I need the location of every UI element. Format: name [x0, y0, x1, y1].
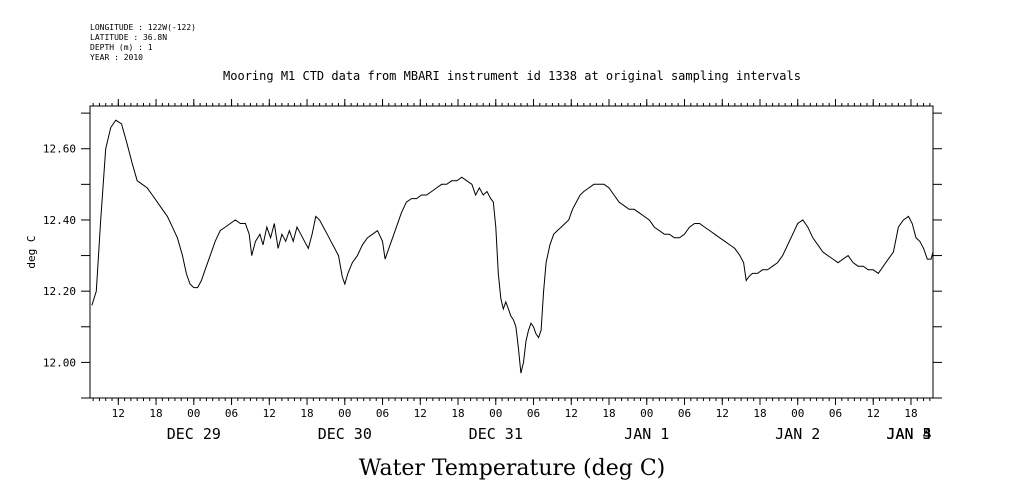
x-tick-label: 00	[489, 407, 502, 420]
x-tick-label: 06	[527, 407, 540, 420]
x-day-label: DEC 31	[469, 425, 523, 443]
x-tick-label: 00	[640, 407, 653, 420]
x-tick-label: 06	[829, 407, 842, 420]
y-tick-label: 12.40	[43, 214, 76, 227]
x-day-label: JAN 1	[624, 425, 669, 443]
x-major-ticks	[117, 99, 912, 405]
x-day-label: JAN 2	[775, 425, 820, 443]
meta-latitude: LATITUDE : 36.8N	[90, 33, 167, 42]
x-tick-label: 06	[678, 407, 691, 420]
plot-frame	[89, 105, 934, 399]
y-axis-label: deg C	[25, 235, 38, 268]
x-tick-label: 06	[376, 407, 389, 420]
x-tick-label: 12	[112, 407, 125, 420]
x-tick-label: 00	[187, 407, 200, 420]
y-tick-label: 12.60	[43, 143, 76, 156]
x-tick-label: 12	[414, 407, 427, 420]
x-day-label: JAN 4	[886, 425, 931, 443]
x-minor-ticks	[92, 103, 931, 401]
meta-depth: DEPTH (m) : 1	[90, 43, 153, 52]
x-tick-label: 12	[263, 407, 276, 420]
y-tick-label: 12.20	[43, 285, 76, 298]
chart-title: Mooring M1 CTD data from MBARI instrumen…	[223, 69, 801, 83]
x-tick-label: 00	[338, 407, 351, 420]
x-day-label: JAN 5	[886, 425, 931, 443]
x-tick-label: 06	[225, 407, 238, 420]
y-tick-label: 12.00	[43, 356, 76, 369]
x-tick-label: 12	[716, 407, 729, 420]
meta-longitude: LONGITUDE : 122W(-122)	[90, 23, 196, 32]
x-day-label: DEC 29	[167, 425, 221, 443]
x-tick-label: 18	[149, 407, 162, 420]
temperature-line	[91, 119, 934, 374]
meta-year: YEAR : 2010	[90, 53, 143, 62]
y-axis-ticks: 12.00 12.20 12.40 12.60	[43, 112, 942, 399]
x-tick-label: 18	[451, 407, 464, 420]
x-day-label: JAN 3	[886, 425, 931, 443]
x-tick-label: 18	[300, 407, 313, 420]
x-tick-label: 12	[867, 407, 880, 420]
x-tick-label: 00	[791, 407, 804, 420]
x-tick-label: 18	[602, 407, 615, 420]
x-tick-label: 12	[565, 407, 578, 420]
x-tick-labels: 12 18 00 06 12 18 00 06 12 18 00 06 12 18 00 06 12 18 00 06…	[112, 407, 918, 420]
x-day-label: DEC 30	[318, 425, 372, 443]
x-tick-label: 18	[904, 407, 917, 420]
x-axis-title: Water Temperature (deg C)	[359, 456, 666, 481]
x-tick-label: 18	[753, 407, 766, 420]
